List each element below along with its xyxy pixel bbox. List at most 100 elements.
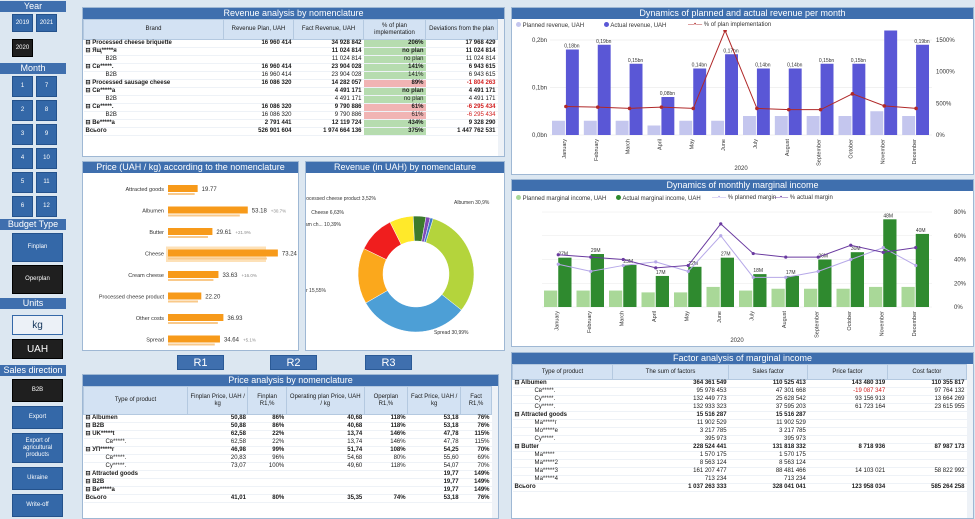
unit-kg-button[interactable]: kg: [12, 315, 63, 335]
table-row[interactable]: ⊟ Ве*****а 19,77 149%: [83, 486, 492, 495]
table-cell: [807, 451, 888, 460]
table-row[interactable]: Св*****. 62,58 22% 13,74 146% 47,78 115%: [83, 438, 492, 447]
sales-export-agri-button[interactable]: Export of agricultural products: [12, 433, 63, 463]
revenue-table-scrollbar[interactable]: [498, 19, 504, 156]
table-row[interactable]: ⊟ Св*****а 4 491 171 no plan 4 491 171: [83, 87, 498, 96]
table-row[interactable]: Ма***** 1 570 175 1 570 175: [512, 451, 967, 460]
table-row[interactable]: Су*****. 132 449 773 25 628 542 93 156 913 1…: [512, 395, 967, 404]
price-table-scrollbar[interactable]: [492, 386, 498, 518]
r2-button[interactable]: R2: [270, 355, 317, 370]
month-button[interactable]: 11: [36, 172, 57, 193]
r3-button[interactable]: R3: [365, 355, 412, 370]
actual-margin-bar: [558, 257, 572, 307]
sales-writeoff-button[interactable]: Write-off: [12, 494, 63, 517]
revenue-analysis-panel: Revenue analysis by nomenclature Brand R…: [82, 7, 505, 157]
table-cell: 132 449 773: [612, 395, 729, 404]
table-row[interactable]: Ма*****г 11 902 529 11 902 529: [512, 419, 967, 428]
table-row[interactable]: ⊟ Albumen 50,88 86% 40,68 118% 53,18 76%: [83, 414, 492, 423]
table-row[interactable]: Всього 1 037 263 333 328 041 041 123 958 03…: [512, 483, 967, 492]
data-label: 0,08bn: [660, 91, 676, 97]
month-button[interactable]: 1: [12, 76, 33, 97]
table-cell: 19,77: [407, 478, 461, 487]
factor-table-scrollbar[interactable]: [967, 364, 973, 518]
pie-label: Cheese 6,63%: [311, 210, 344, 216]
data-label: 0,18bn: [564, 44, 580, 50]
month-button[interactable]: 3: [12, 124, 33, 145]
table-row[interactable]: Св*****. 95 978 453 47 301 668 -19 087 347 9…: [512, 387, 967, 396]
pct-planned-margin-point: [556, 262, 560, 266]
table-row[interactable]: ⊟ Processed cheese briquette 16 960 414 34…: [83, 39, 498, 48]
table-cell: 1 570 175: [612, 451, 729, 460]
table-row[interactable]: Всього 41,01 80% 35,35 74% 53,18 76%: [83, 494, 492, 503]
table-cell: 100%: [247, 462, 287, 471]
delta-label: +5.1%: [243, 338, 256, 343]
delta-label: +16.0%: [241, 273, 256, 278]
table-cell: 15 516 287: [612, 411, 729, 420]
year-2021-button[interactable]: 2021: [36, 14, 57, 32]
month-button[interactable]: 4: [12, 148, 33, 169]
table-row[interactable]: ⊟ Св*****. 16 960 414 23 904 028 141% 6 943 …: [83, 63, 498, 72]
month-button[interactable]: 12: [36, 196, 57, 217]
table-cell: 4 491 171: [293, 87, 364, 96]
table-row[interactable]: ⊟ Attracted goods 15 516 287 15 516 287: [512, 411, 967, 420]
table-row[interactable]: ⊟ Ящ*****я 11 024 814 no plan 11 024 814: [83, 47, 498, 56]
table-row[interactable]: ⊟ Butter 228 524 441 131 818 332 8 718 936 8…: [512, 443, 967, 452]
table-row[interactable]: ⊟ Attracted goods 19,77 149%: [83, 470, 492, 479]
month-button[interactable]: 10: [36, 148, 57, 169]
table-cell: 118%: [364, 414, 408, 423]
operplan-button[interactable]: Operplan: [12, 265, 63, 294]
table-row[interactable]: B2B 16 960 414 23 904 028 141% 6 943 615: [83, 71, 498, 80]
table-cell: 16 960 414: [223, 71, 294, 80]
table-row[interactable]: Ма*****4 713 234 713 234: [512, 475, 967, 484]
table-row[interactable]: ⊟ УП*****г 46,98 99% 51,74 108% 54,25 70%: [83, 446, 492, 455]
legend-actual-revenue: Actual revenue, UAH: [604, 22, 666, 29]
price-bar-secondary: [168, 300, 198, 303]
sales-b2b-button[interactable]: B2B: [12, 379, 63, 402]
table-cell: 69%: [460, 454, 492, 463]
month-button[interactable]: 9: [36, 124, 57, 145]
month-button[interactable]: 8: [36, 100, 57, 121]
y2-tick-label: 0%: [954, 305, 963, 311]
table-cell: 47 301 668: [728, 387, 808, 396]
finplan-button[interactable]: Finplan: [12, 233, 63, 262]
table-row[interactable]: ⊟ Processed sausage cheese 16 086 320 14 2…: [83, 79, 498, 88]
month-button[interactable]: 2: [12, 100, 33, 121]
year-2019-button[interactable]: 2019: [12, 14, 33, 32]
year-2020-button[interactable]: 2020: [12, 39, 33, 57]
table-row[interactable]: ⊟ Albumen 364 361 549 110 525 413 143 480 3…: [512, 379, 967, 388]
table-cell: [887, 475, 967, 484]
table-row[interactable]: Су*****. 132 933 323 37 595 203 61 723 164 2…: [512, 403, 967, 412]
table-row[interactable]: B2B 4 491 171 no plan 4 491 171: [83, 95, 498, 104]
table-row[interactable]: Св*****. 20,83 96% 54,68 80% 55,60 69%: [83, 454, 492, 463]
actual-margin-bar: [753, 274, 767, 307]
table-row[interactable]: ⊟ Св*****. 16 086 320 9 790 886 61% -6 295 4…: [83, 103, 498, 112]
r1-button[interactable]: R1: [177, 355, 224, 370]
table-row[interactable]: Всього 526 901 604 1 974 664 136 375% 1 447 …: [83, 127, 498, 136]
plan-pct-point: [850, 92, 855, 96]
table-cell: 1 037 263 333: [612, 483, 729, 492]
table-row[interactable]: Су*****. 73,07 100% 49,60 118% 54,07 70%: [83, 462, 492, 471]
actual-margin-bar: [915, 233, 929, 307]
sales-ukraine-button[interactable]: Ukraine: [12, 467, 63, 490]
table-row[interactable]: ⊟ Ве*****а 2 791 441 12 119 724 434% 9 328 2…: [83, 119, 498, 128]
table-row[interactable]: ⊟ B2B 19,77 149%: [83, 478, 492, 487]
table-cell: 22%: [247, 430, 287, 439]
month-button[interactable]: 5: [12, 172, 33, 193]
table-row[interactable]: B2B 11 024 814 no plan 11 024 814: [83, 55, 498, 64]
table-row[interactable]: ⊟ UK*****t 62,58 22% 13,74 146% 47,78 115%: [83, 430, 492, 439]
table-cell: 3 217 785: [728, 427, 808, 436]
table-row[interactable]: Ма*****3 161 207 477 88 481 466 14 103 021 5…: [512, 467, 967, 476]
table-row[interactable]: Мо*****е 3 217 785 3 217 785: [512, 427, 967, 436]
table-cell: Св*****.: [83, 438, 188, 447]
table-row[interactable]: Су*****. 395 973 395 973: [512, 435, 967, 444]
table-row[interactable]: Ма*****2 8 563 124 8 563 124: [512, 459, 967, 468]
sales-export-button[interactable]: Export: [12, 406, 63, 429]
table-cell: 89%: [363, 79, 426, 88]
month-button[interactable]: 7: [36, 76, 57, 97]
month-button[interactable]: 6: [12, 196, 33, 217]
table-cell: 141%: [363, 63, 426, 72]
table-row[interactable]: ⊟ B2B 50,88 86% 40,68 118% 53,18 76%: [83, 422, 492, 431]
x-tick-label: June: [717, 311, 723, 323]
unit-uah-button[interactable]: UAH: [12, 339, 63, 359]
table-row[interactable]: B2B 16 086 320 9 790 886 61% -6 295 434: [83, 111, 498, 120]
